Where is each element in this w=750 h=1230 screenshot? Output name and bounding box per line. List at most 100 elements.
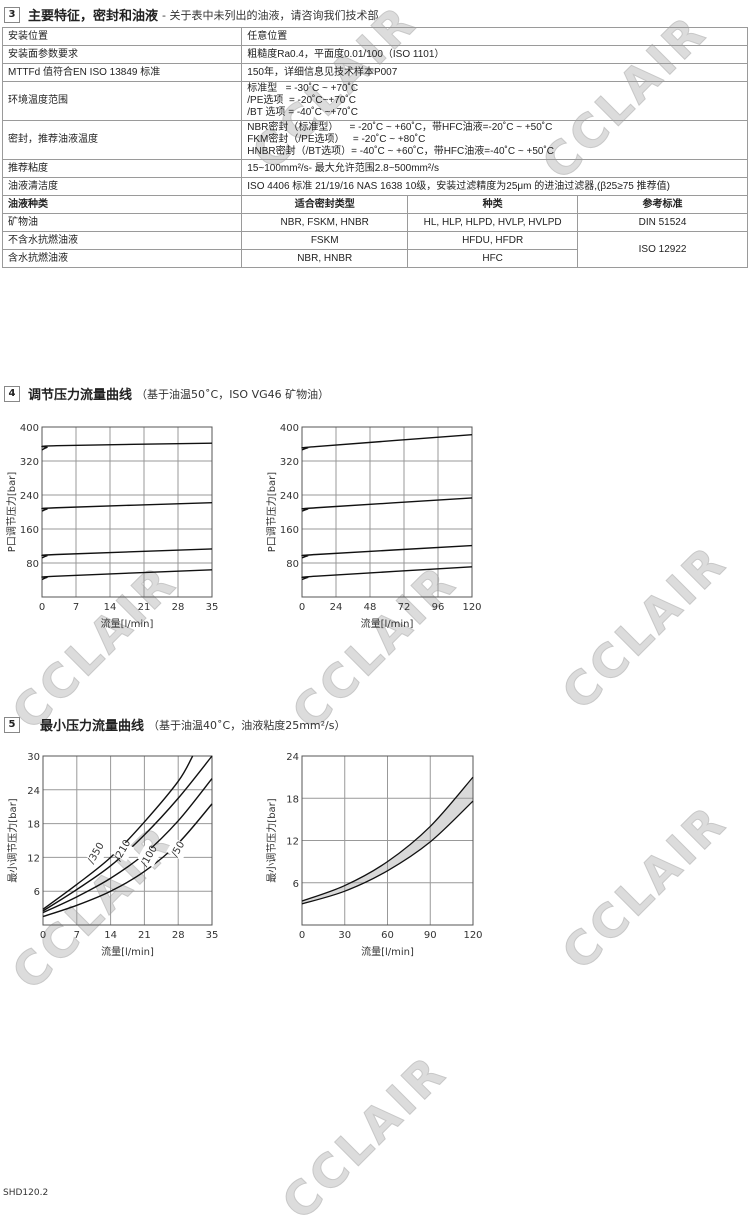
x-tick-label: 24 [330,602,343,613]
y-tick-label: 320 [20,457,39,468]
value-line: 150年，详细信息见技术样本P007 [247,66,398,78]
y-tick-label: 30 [27,752,40,763]
y-tick-label: 80 [26,559,39,570]
series-line [41,569,213,581]
section-3-header: 3 主要特征，密封和油液 - 关于表中未列出的油液，请咨询我们技术部 [4,5,378,24]
band-upper-line [301,776,474,902]
value-line: /BT 选项 = -40˚C ~+70˚C [247,107,358,118]
fluid-row: 含水抗燃油液 NBR, HNBR HFC [1,249,748,268]
y-tick-label: 24 [27,786,40,797]
x-tick-label: 14 [104,602,117,613]
y-tick-label: 80 [286,559,299,570]
x-tick-label: 60 [381,930,394,941]
value-line: HNBR密封（/BT选项）= -40˚C ~ +60˚C，带HFC油液=-40˚… [247,146,554,157]
value-line: ISO 4406 标准 21/19/16 NAS 1638 10级，安装过滤精度… [247,180,670,192]
x-tick-label: 72 [398,602,411,613]
y-tick-label: 400 [280,423,299,434]
value-line: 15~100mm²/s- 最大允许范围2.8~500mm²/s [247,162,439,174]
section-subtitle: （基于油温40˚C，油液粘度25mm²/s） [148,718,346,732]
table-row: 安装位置 任意位置 [1,27,748,46]
section-number: 5 [4,716,20,733]
section-title: 调节压力流量曲线 [28,388,133,403]
value-line: NBR密封（标准型） = -20˚C ~ +60˚C，带HFC油液=-20˚C … [247,122,553,133]
y-tick-label: 400 [20,423,39,434]
series-line [42,778,213,914]
y-tick-label: 240 [280,491,299,502]
x-tick-label: 0 [299,930,305,941]
y-tick-label: 320 [280,457,299,468]
x-axis-label: 流量[l/min] [101,617,154,630]
value-line: 粗糙度Ra0.4，平面度0.01/100（ISO 1101） [247,48,445,60]
series-line [301,566,473,581]
x-tick-label: 21 [138,930,151,941]
table-row: 密封，推荐油液温度 NBR密封（标准型） = -20˚C ~ +60˚C，带HFC… [1,120,748,160]
section-title: 最小压力流量曲线 [40,719,145,734]
fluid-seals: NBR, HNBR [241,249,409,268]
x-tick-label: 35 [206,602,219,613]
plot-frame [42,755,213,926]
fluid-standard: ISO 12922 [577,231,748,268]
y-axis-label: P口调节压力[bar] [5,472,18,553]
y-tick-label: 6 [34,887,40,898]
x-tick-label: 28 [172,930,185,941]
series-line [42,755,194,910]
y-tick-label: 24 [286,752,299,763]
plot-frame [301,755,474,926]
y-tick-label: 18 [286,794,299,805]
x-axis-label: 流量[l/min] [101,945,154,958]
section-subtitle: - 关于表中未列出的油液，请咨询我们技术部 [162,8,379,22]
x-tick-label: 30 [338,930,351,941]
y-tick-label: 18 [27,820,40,831]
fluid-type: 含水抗燃油液 [1,249,243,268]
plot-frame [41,426,213,598]
value-line: 任意位置 [247,30,288,42]
table-row: 环境温度范围 标准型 = -30˚C ~ +70˚C/PE选项 = -20˚C~+… [1,81,748,121]
charts: 0 7 14 21 28 3580160240320400流量[l/min]P口调节压力[… [5,423,483,958]
chart-4: 0 30 60 90 120 6 12 18 24 流量[l/min] 最小调节压力[bar] [265,752,483,958]
x-axis-label: 流量[l/min] [361,617,414,630]
label-bg [84,841,108,865]
x-tick-label: 7 [74,930,80,941]
x-tick-label: 0 [40,930,46,941]
x-tick-label: 28 [172,602,185,613]
table-row: 推荐粘度 15~100mm²/s- 最大允许范围2.8~500mm²/s [1,159,748,178]
label-bg [110,838,135,862]
section-number: 3 [4,6,20,23]
y-axis-label: P口调节压力[bar] [265,472,278,553]
chart-3: 0 7 14 21 28 35612182430/350/210/100/50流量[l/m… [6,752,218,958]
y-tick-label: 12 [286,837,299,848]
series-line [41,548,213,559]
label-bg [137,844,161,868]
series-line [301,433,473,451]
x-tick-label: 0 [299,602,305,613]
x-tick-label: 21 [138,602,151,613]
band-lower-line [301,800,474,905]
fluid-row: 不含水抗燃油液 FSKM HFDU, HFDR ISO 12922 [1,231,748,268]
x-tick-label: 120 [463,930,482,941]
x-axis-label: 流量[l/min] [361,945,414,958]
y-tick-label: 12 [27,853,40,864]
row-value: NBR密封（标准型） = -20˚C ~ +60˚C，带HFC油液=-20˚C … [241,120,748,160]
section-number: 4 [4,385,20,402]
section-4-header: 4 调节压力流量曲线 （基于油温50˚C，ISO VG46 矿物油） [4,384,329,403]
features-table: 安装位置 任意位置 安装面参数要求 粗糙度Ra0.4，平面度0.01/100（ISO … [1,27,748,268]
value-line: /PE选项 = -20˚C~+70˚C [247,95,356,106]
value-line: FKM密封（/PE选项） = -20˚C ~ +80˚C [247,134,426,145]
y-axis-label: 最小调节压力[bar] [265,798,278,882]
x-tick-label: 7 [73,602,79,613]
chart-1: 0 7 14 21 28 35 80 160 240 320 400 流量[l/min] P口调节压力[… [5,423,218,630]
x-tick-label: 0 [39,602,45,613]
y-tick-label: 6 [293,879,299,890]
fluid-header-row: 油液种类 适合密封类型 种类 参考标准 [1,195,748,214]
y-tick-label: 160 [280,525,299,536]
x-tick-label: 35 [206,930,219,941]
value-line: 标准型 = -30˚C ~ +70˚C [247,83,359,94]
series-line [41,442,213,451]
row-value: 标准型 = -30˚C ~ +70˚C/PE选项 = -20˚C~+70˚C/B… [241,81,748,121]
fluid-classes: HFC [407,249,579,268]
y-axis-label: 最小调节压力[bar] [6,798,19,882]
label-bg [166,837,190,861]
x-tick-label: 96 [432,602,445,613]
series-line [301,544,473,559]
series-line [42,803,213,918]
